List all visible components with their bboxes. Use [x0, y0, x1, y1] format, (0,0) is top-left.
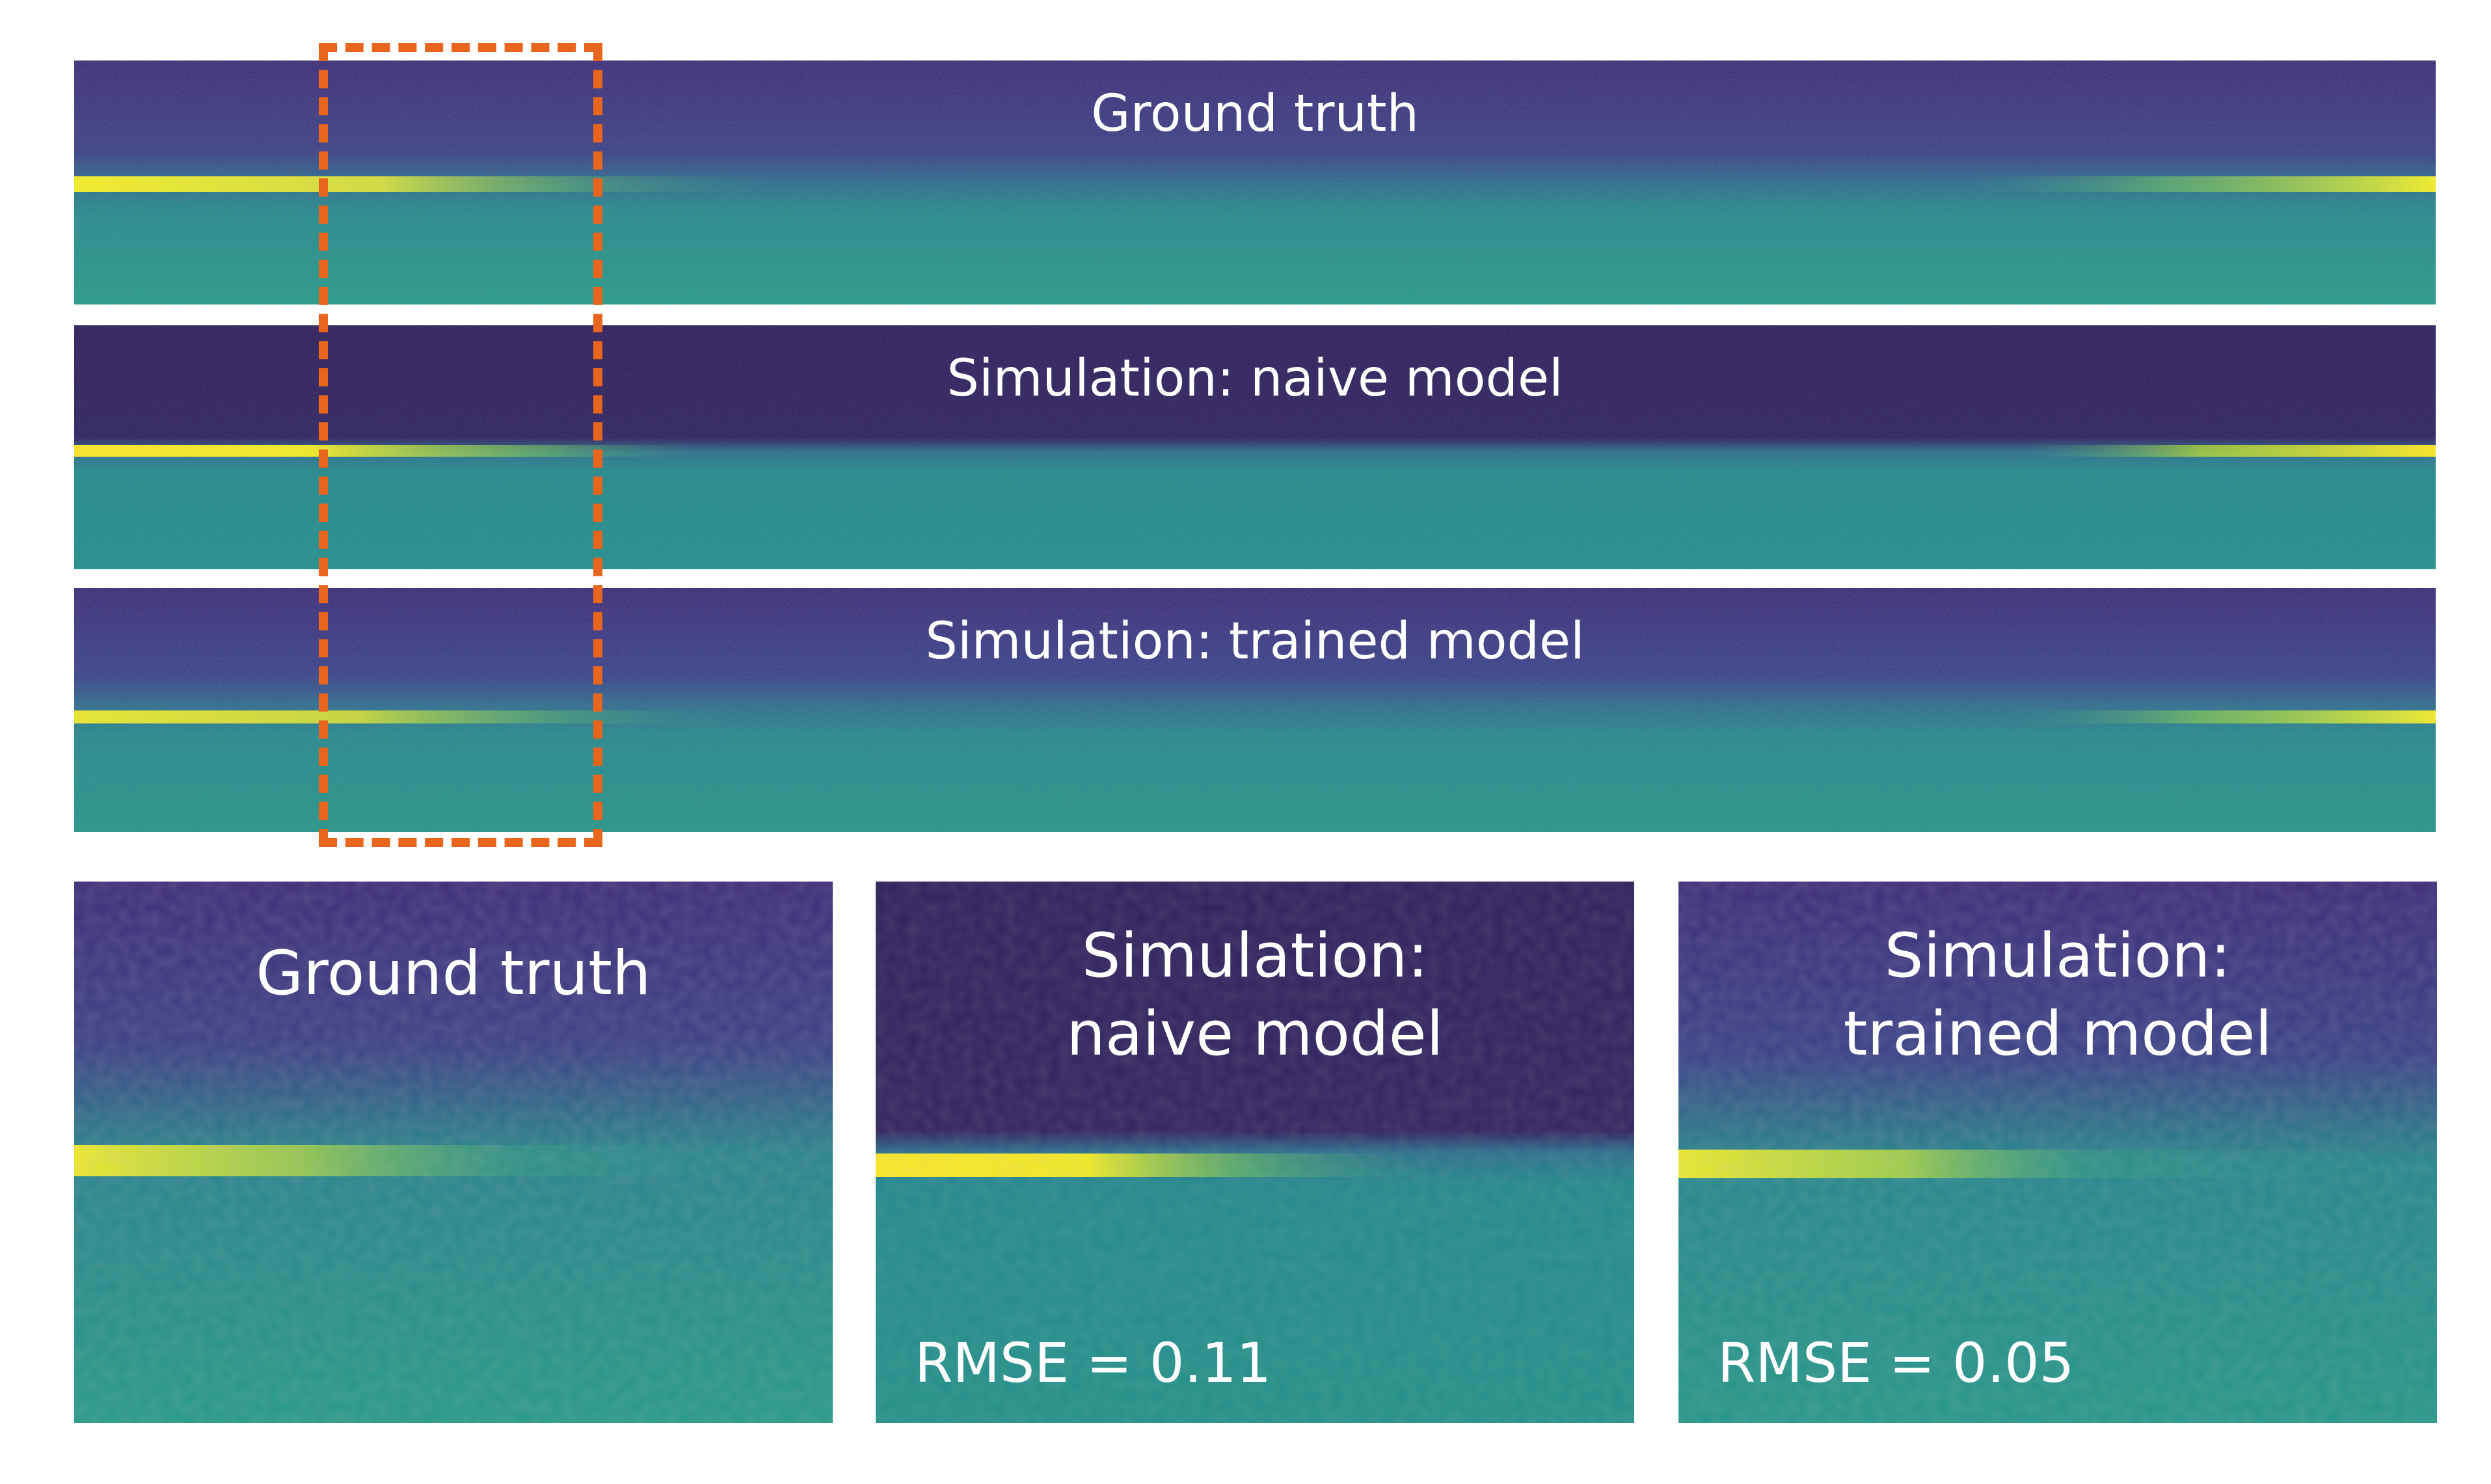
zoom-naive-model-title: Simulation: naive model: [1066, 921, 1444, 1070]
zoom-trained-model: Simulation: trained model RMSE = 0.05: [1678, 882, 2437, 1423]
rmse-trained-model: RMSE = 0.05: [1717, 1331, 2075, 1395]
zoom-trained-model-image: [1678, 882, 2437, 1423]
zoom-trained-model-title: Simulation: trained model: [1843, 921, 2272, 1070]
zoom-ground-truth: Ground truth: [74, 882, 833, 1423]
strip-ground-truth-image: [74, 61, 2436, 304]
zoom-naive-model: Simulation: naive model RMSE = 0.11: [876, 882, 1634, 1423]
strip-naive-model-title: Simulation: naive model: [947, 349, 1563, 408]
strip-naive-model: Simulation: naive model: [74, 325, 2436, 569]
strip-ground-truth: Ground truth: [74, 61, 2436, 304]
strip-ground-truth-title: Ground truth: [1091, 85, 1419, 143]
rmse-naive-model: RMSE = 0.11: [915, 1331, 1272, 1395]
zoom-naive-model-image: [876, 882, 1634, 1423]
strip-trained-model: Simulation: trained model: [74, 588, 2436, 832]
strip-naive-model-image: [74, 325, 2436, 569]
zoom-ground-truth-image: [74, 882, 833, 1423]
strip-trained-model-image: [74, 588, 2436, 832]
zoom-ground-truth-title: Ground truth: [256, 938, 651, 1009]
strip-trained-model-title: Simulation: trained model: [925, 612, 1585, 671]
